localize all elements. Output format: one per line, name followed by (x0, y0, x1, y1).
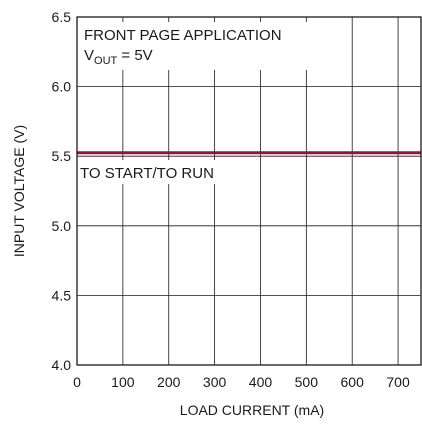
y-tick-labels: 4.0 4.5 5.0 5.5 6.0 6.5 (52, 9, 72, 373)
x-tick-label: 300 (203, 374, 227, 390)
y-tick-label: 4.5 (52, 287, 72, 303)
x-axis-title: LOAD CURRENT (mA) (180, 402, 324, 418)
x-tick-label: 700 (386, 374, 410, 390)
y-tick-label: 5.0 (52, 218, 72, 234)
x-tick-label: 400 (249, 374, 273, 390)
x-tick-label: 500 (295, 374, 319, 390)
curve-label: TO START/TO RUN (80, 165, 214, 182)
annotation-background (79, 22, 309, 70)
x-tick-labels: 0 100 200 300 400 500 600 700 (73, 374, 410, 390)
grid (77, 17, 421, 365)
x-tick-label: 100 (111, 374, 135, 390)
annotation-vout: VOUT = 5V (84, 47, 153, 67)
x-tick-label: 600 (341, 374, 365, 390)
y-tick-label: 4.0 (52, 357, 72, 373)
y-tick-label: 6.0 (52, 79, 72, 95)
x-tick-label: 200 (157, 374, 181, 390)
x-tick-label: 0 (73, 374, 81, 390)
y-tick-label: 6.5 (52, 9, 72, 25)
y-axis-title: INPUT VOLTAGE (V) (11, 125, 27, 257)
annotation-vout-value: = 5V (117, 47, 152, 64)
annotation-vout-sub: OUT (94, 55, 118, 67)
annotation-vout-main: V (84, 47, 94, 64)
y-tick-label: 5.5 (52, 148, 72, 164)
plot-frame (76, 16, 422, 366)
curve-label-background (79, 160, 229, 184)
annotation-app-title: FRONT PAGE APPLICATION (84, 27, 282, 44)
